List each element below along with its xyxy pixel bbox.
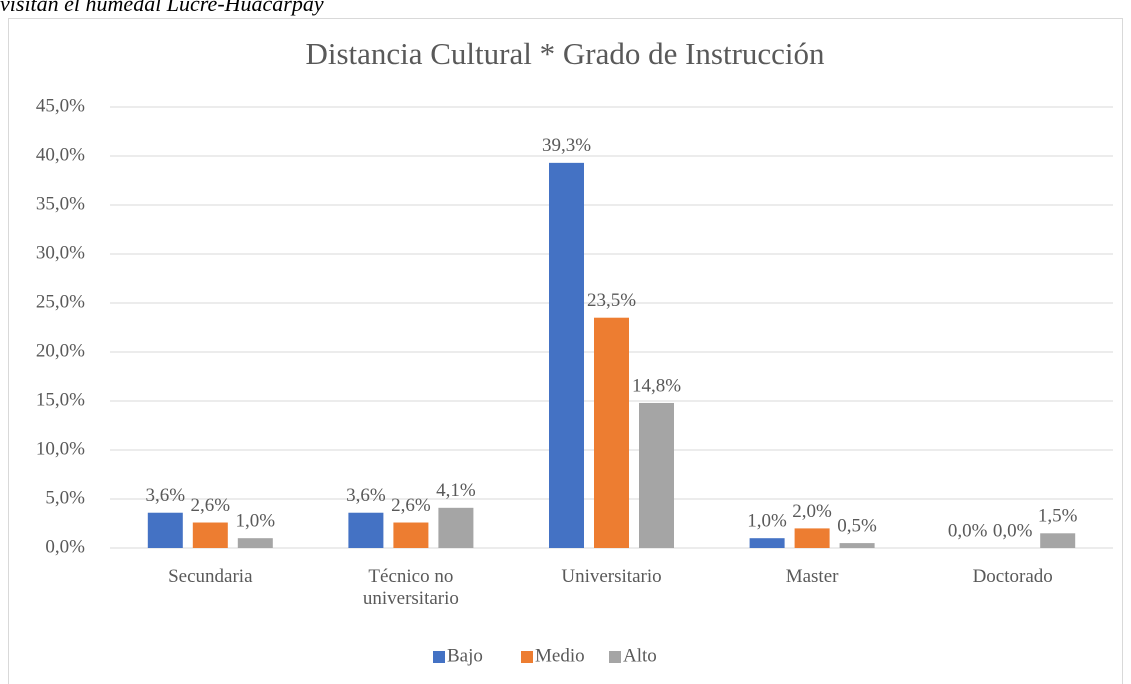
x-tick-label-box: Técnico no universitario [362, 566, 459, 609]
data-label: 1,0% [747, 511, 787, 532]
y-tick-label: 0,0% [45, 536, 85, 557]
bar [1040, 533, 1076, 548]
bar [794, 528, 830, 548]
bar [237, 538, 273, 548]
data-label: 2,0% [792, 501, 832, 522]
x-tick-label-box: Secundaria [168, 566, 253, 587]
y-tick-label: 15,0% [36, 389, 85, 410]
y-tick-label: 10,0% [36, 438, 85, 459]
bar [147, 512, 183, 548]
legend-swatch [609, 651, 621, 663]
x-tick-label-box: Doctorado [972, 566, 1053, 587]
data-label: 2,6% [391, 495, 431, 516]
legend-swatch [521, 651, 533, 663]
x-tick-label: Master [785, 566, 839, 587]
x-tick-label-box: Universitario [561, 566, 662, 587]
data-label: 3,6% [346, 485, 386, 506]
data-label: 39,3% [542, 135, 591, 156]
bar [639, 402, 674, 548]
bar [839, 543, 875, 548]
data-label: 1,0% [236, 511, 276, 532]
y-tick-label: 45,0% [36, 95, 85, 116]
legend-swatch [433, 651, 445, 663]
data-label: 3,6% [146, 485, 186, 506]
data-label: 23,5% [587, 290, 636, 311]
caption: visitan el humedal Lucre-Huacarpay [0, 0, 324, 16]
data-label: 0,0% [993, 520, 1033, 541]
y-tick-label: 30,0% [36, 242, 85, 263]
y-tick-label: 35,0% [36, 193, 85, 214]
chart-title: Distancia Cultural * Grado de Instrucció… [305, 36, 825, 71]
data-label: 0,5% [837, 515, 877, 536]
data-label: 14,8% [632, 375, 681, 396]
bar [594, 317, 629, 548]
x-tick-label: Universitario [561, 566, 662, 587]
bar [192, 522, 228, 548]
y-tick-label: 40,0% [36, 144, 85, 165]
x-tick-label-box: Master [785, 566, 839, 587]
data-label: 1,5% [1038, 506, 1078, 527]
data-label: 2,6% [191, 495, 231, 516]
data-label: 4,1% [436, 480, 476, 501]
bar [749, 538, 785, 548]
y-tick-label: 25,0% [36, 291, 85, 312]
bar [438, 507, 474, 548]
bar [393, 522, 429, 548]
x-tick-label: Técnico no universitario [362, 566, 459, 609]
legend-label: Bajo [447, 645, 483, 666]
legend-label: Alto [623, 645, 657, 666]
y-tick-label: 20,0% [36, 340, 85, 361]
x-tick-label: Doctorado [972, 566, 1053, 587]
y-tick-label: 5,0% [45, 487, 85, 508]
bar [348, 512, 384, 548]
bar [549, 162, 584, 549]
data-label: 0,0% [948, 520, 988, 541]
x-tick-label: Secundaria [168, 566, 253, 587]
legend-label: Medio [535, 645, 585, 666]
